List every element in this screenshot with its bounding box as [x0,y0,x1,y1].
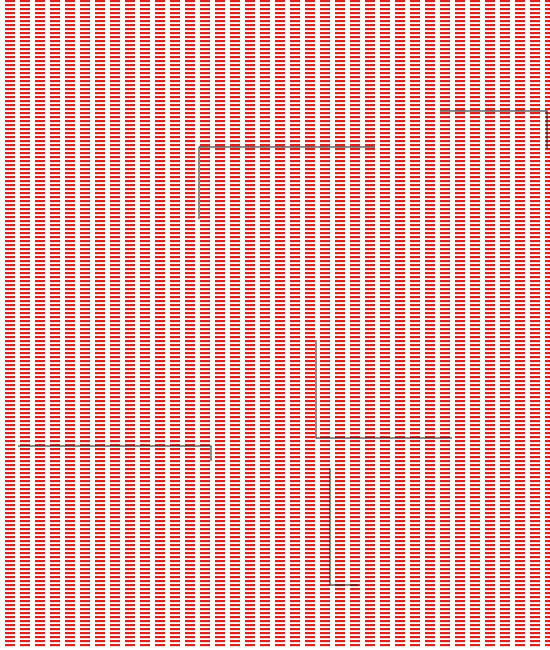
segment-lower-middle [329,468,358,586]
segment-middle-right [315,340,452,439]
segment-left [18,445,212,461]
segment-top-right [440,110,548,149]
segment-upper-left [198,146,375,219]
